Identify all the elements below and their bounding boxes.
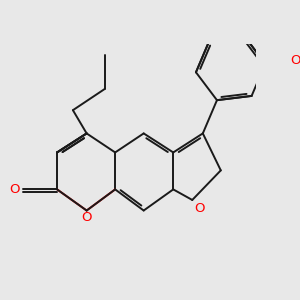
Text: O: O (290, 54, 300, 67)
Text: O: O (81, 211, 92, 224)
Text: O: O (10, 183, 20, 196)
Text: O: O (194, 202, 205, 215)
